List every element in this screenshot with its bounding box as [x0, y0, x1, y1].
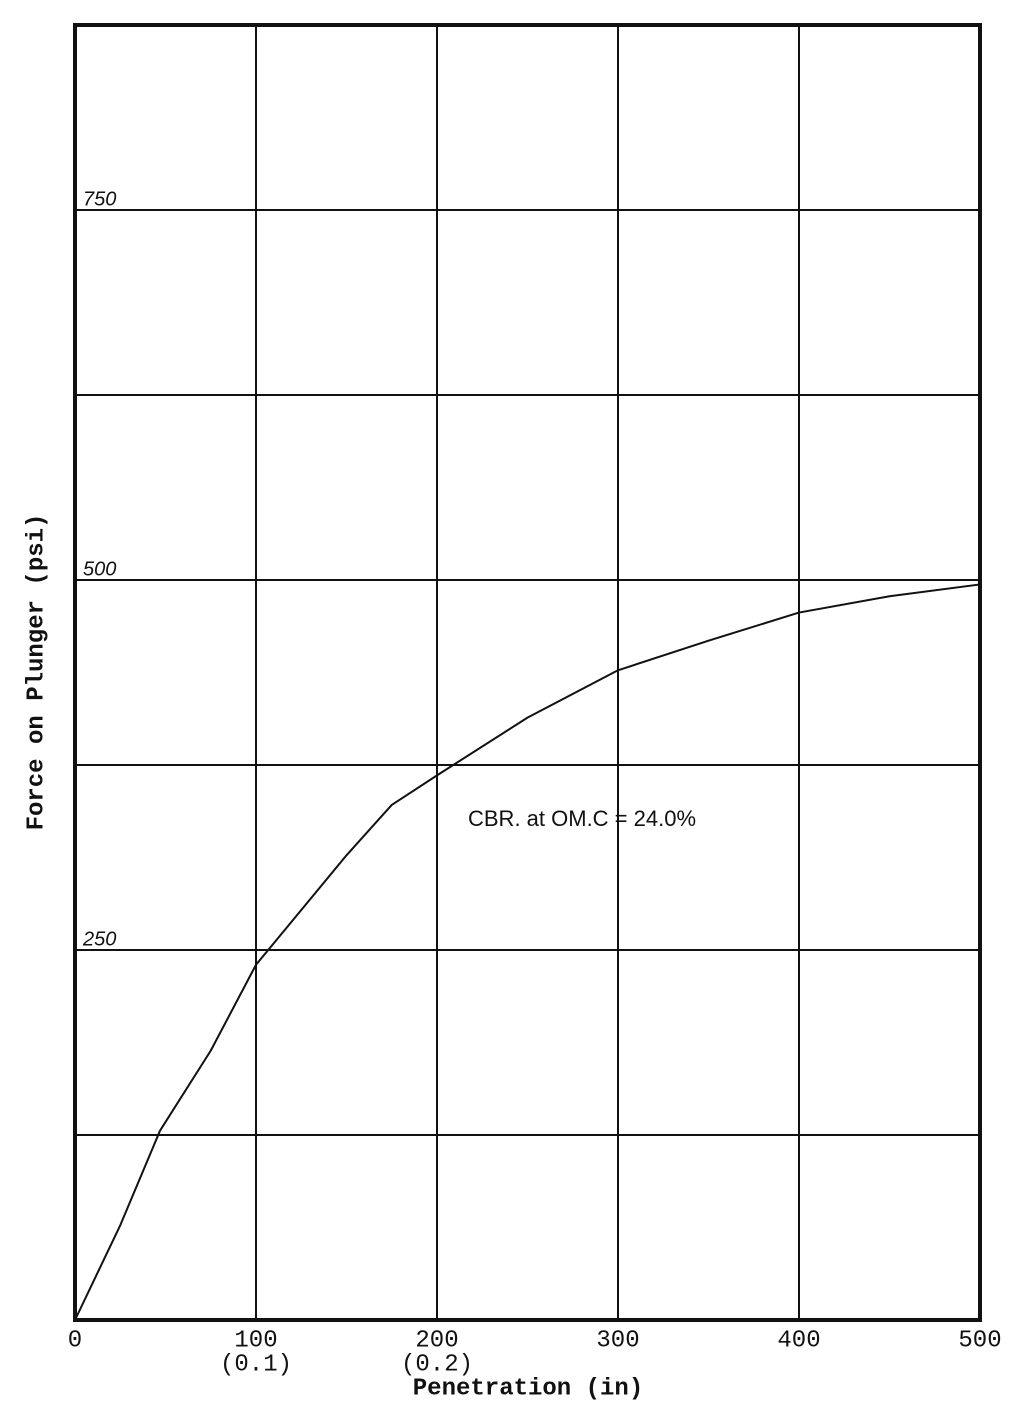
- curve: [74, 583, 981, 1321]
- y-tick-label: 250: [82, 928, 116, 950]
- annotation: CBR. at OM.C = 24.0%: [468, 806, 696, 831]
- x-tick-label: 500: [958, 1327, 1001, 1354]
- y-tick-label: 500: [83, 558, 116, 580]
- plot-frame: [73, 23, 982, 1322]
- x-tick-label: 100: [234, 1327, 277, 1354]
- x-tick-label: 300: [596, 1327, 639, 1354]
- y-axis-label: Force on Plunger (psi): [23, 514, 50, 831]
- x-tick-label: 200: [415, 1327, 458, 1354]
- x-tick-label: 400: [777, 1327, 820, 1354]
- x-tick-sublabel: (0.1): [220, 1351, 292, 1378]
- y-tick-label: 750: [83, 188, 116, 210]
- x-axis-label: Penetration (in): [413, 1375, 643, 1402]
- x-tick-label: 0: [68, 1327, 82, 1354]
- x-tick-sublabel: (0.2): [401, 1351, 473, 1378]
